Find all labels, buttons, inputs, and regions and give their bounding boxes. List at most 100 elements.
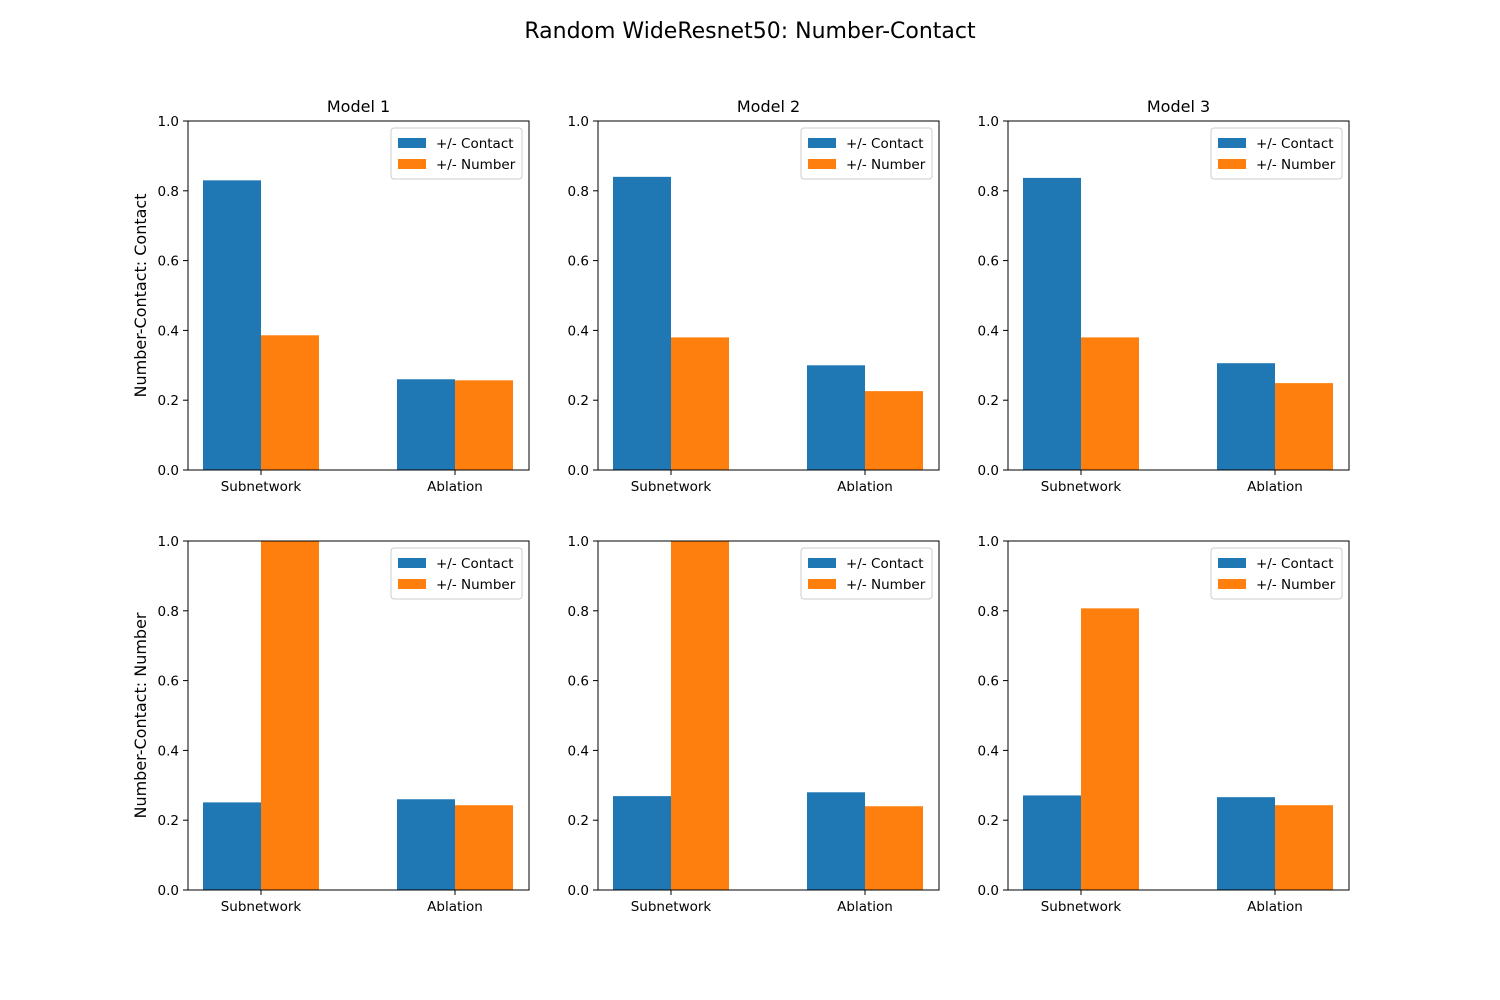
bar-contact-subnetwork xyxy=(613,176,671,470)
subplot-title: Model 1 xyxy=(327,97,390,116)
x-tick-label: Ablation xyxy=(427,899,483,915)
legend-label-contact: +/- Contact xyxy=(436,136,514,152)
legend-label-contact: +/- Contact xyxy=(846,556,924,572)
legend: +/- Contact +/- Number xyxy=(1210,547,1343,600)
legend-label-number: +/- Number xyxy=(436,157,516,173)
y-tick-label: 0.8 xyxy=(158,604,179,620)
axes-frame xyxy=(187,120,530,471)
x-tick-label: Subnetwork xyxy=(221,479,302,495)
y-tick-label: 0.8 xyxy=(568,184,589,200)
legend-swatch-contact xyxy=(808,138,836,148)
y-axis-label: Number-Contact: Contact xyxy=(131,194,150,398)
legend-swatch-number xyxy=(1218,579,1246,589)
axes-frame xyxy=(597,540,940,891)
axes-frame xyxy=(1007,540,1350,891)
legend-swatch-contact xyxy=(1218,138,1246,148)
bar-number-ablation xyxy=(1275,383,1333,470)
y-tick-label: 0.2 xyxy=(978,813,999,829)
bar-contact-subnetwork xyxy=(1023,795,1081,890)
bar-contact-ablation xyxy=(397,799,455,890)
y-tick-label: 1.0 xyxy=(978,534,999,550)
legend-swatch-contact xyxy=(808,558,836,568)
bar-number-ablation xyxy=(455,380,513,470)
y-tick-label: 0.2 xyxy=(978,393,999,409)
bar-contact-subnetwork xyxy=(1023,177,1081,470)
x-tick-label: Subnetwork xyxy=(221,899,302,915)
y-tick-label: 0.6 xyxy=(158,674,179,690)
legend: +/- Contact +/- Number xyxy=(800,547,933,600)
y-tick-label: 0.4 xyxy=(568,743,589,759)
y-tick-label: 0.0 xyxy=(568,463,589,479)
y-tick-label: 1.0 xyxy=(568,534,589,550)
subplot-2: 0.0 0.2 0.4 0.6 0.8 1.0 Subnetwork Ablation Mode… xyxy=(568,97,940,495)
bar-contact-ablation xyxy=(397,379,455,470)
subplot-title: Model 3 xyxy=(1147,97,1210,116)
x-tick-label: Subnetwork xyxy=(631,899,712,915)
bar-number-subnetwork xyxy=(1081,337,1139,470)
y-tick-label: 0.2 xyxy=(568,393,589,409)
legend-swatch-number xyxy=(398,579,426,589)
subplot-1: 0.0 0.2 0.4 0.6 0.8 1.0 Subnetwork Ablation Mode… xyxy=(131,97,530,495)
y-tick-label: 0.4 xyxy=(978,743,999,759)
x-tick-label: Ablation xyxy=(837,479,893,495)
legend-label-number: +/- Number xyxy=(436,577,516,593)
bar-number-ablation xyxy=(865,806,923,890)
legend-label-contact: +/- Contact xyxy=(436,556,514,572)
bar-number-subnetwork xyxy=(1081,608,1139,890)
legend-label-number: +/- Number xyxy=(1256,157,1336,173)
y-tick-label: 0.8 xyxy=(158,184,179,200)
y-tick-label: 0.6 xyxy=(158,254,179,270)
y-tick-label: 0.2 xyxy=(568,813,589,829)
bar-number-subnetwork xyxy=(261,335,319,470)
legend: +/- Contact +/- Number xyxy=(1210,127,1343,180)
bar-contact-ablation xyxy=(807,365,865,470)
y-tick-label: 0.6 xyxy=(568,674,589,690)
bar-number-subnetwork xyxy=(671,337,729,470)
y-tick-label: 0.6 xyxy=(568,254,589,270)
y-tick-label: 0.2 xyxy=(158,393,179,409)
subplot-4: 0.0 0.2 0.4 0.6 0.8 1.0 Subnetwork Ablation Numb… xyxy=(131,534,530,915)
legend-label-number: +/- Number xyxy=(1256,577,1336,593)
y-tick-label: 1.0 xyxy=(978,114,999,130)
bar-contact-ablation xyxy=(807,792,865,890)
y-axis-label: Number-Contact: Number xyxy=(131,612,150,818)
legend-label-contact: +/- Contact xyxy=(1256,136,1334,152)
legend-swatch-number xyxy=(808,579,836,589)
y-tick-label: 1.0 xyxy=(158,534,179,550)
y-tick-label: 1.0 xyxy=(568,114,589,130)
bar-contact-ablation xyxy=(1217,797,1275,890)
legend: +/- Contact +/- Number xyxy=(390,547,523,600)
y-tick-label: 0.4 xyxy=(158,323,179,339)
x-tick-label: Subnetwork xyxy=(1041,479,1122,495)
legend: +/- Contact +/- Number xyxy=(800,127,933,180)
axes-frame xyxy=(1007,120,1350,471)
legend-label-number: +/- Number xyxy=(846,157,926,173)
bar-number-ablation xyxy=(455,805,513,890)
x-tick-label: Ablation xyxy=(1247,899,1303,915)
figure-title: Random WideResnet50: Number-Contact xyxy=(524,19,976,44)
y-tick-label: 0.0 xyxy=(978,883,999,899)
x-tick-label: Subnetwork xyxy=(1041,899,1122,915)
x-tick-label: Subnetwork xyxy=(631,479,712,495)
y-tick-label: 0.8 xyxy=(568,604,589,620)
legend-label-contact: +/- Contact xyxy=(846,136,924,152)
bar-contact-subnetwork xyxy=(203,180,261,470)
legend-swatch-number xyxy=(808,159,836,169)
bar-contact-subnetwork xyxy=(203,802,261,890)
y-tick-label: 0.0 xyxy=(158,883,179,899)
y-tick-label: 1.0 xyxy=(158,114,179,130)
y-tick-label: 0.6 xyxy=(978,254,999,270)
bar-contact-ablation xyxy=(1217,363,1275,470)
x-tick-label: Ablation xyxy=(837,899,893,915)
y-tick-label: 0.6 xyxy=(978,674,999,690)
y-tick-label: 0.8 xyxy=(978,184,999,200)
bar-contact-subnetwork xyxy=(613,796,671,890)
x-tick-label: Ablation xyxy=(427,479,483,495)
subplot-title: Model 2 xyxy=(737,97,800,116)
legend-label-number: +/- Number xyxy=(846,577,926,593)
y-tick-label: 0.0 xyxy=(158,463,179,479)
axes-frame xyxy=(597,120,940,471)
y-tick-label: 0.2 xyxy=(158,813,179,829)
legend-label-contact: +/- Contact xyxy=(1256,556,1334,572)
